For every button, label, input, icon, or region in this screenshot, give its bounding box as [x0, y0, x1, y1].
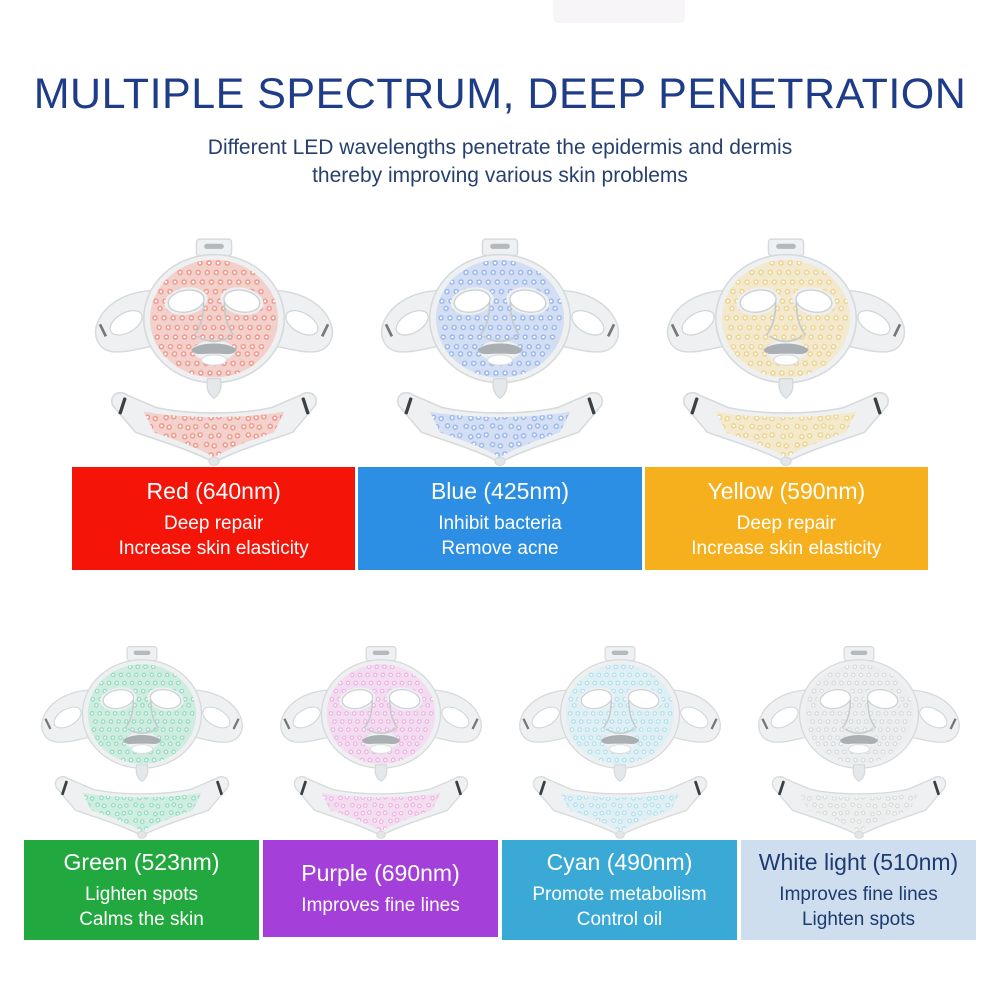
- panel-green: Green (523nm) Lighten spots Calms the sk…: [24, 642, 259, 940]
- spectrum-benefit: Remove acne: [441, 537, 559, 559]
- panel-red: Red (640nm) Deep repair Increase skin el…: [72, 234, 356, 570]
- mask-area: [263, 642, 498, 840]
- mask-area: [24, 642, 259, 840]
- panel-cyan: Cyan (490nm) Promote metabolism Control …: [502, 642, 737, 940]
- spectrum-name: Green (523nm): [63, 849, 220, 875]
- led-mask-graphic: [757, 646, 960, 839]
- led-mask-graphic: [380, 237, 619, 466]
- spectrum-benefit: Lighten spots: [84, 884, 199, 905]
- led-mask-yellow: [662, 236, 910, 467]
- spectrum-benefit: Deep repair: [164, 512, 264, 534]
- panel-yellow: Yellow (590nm) Deep repair Increase skin…: [644, 234, 928, 570]
- mask-area: [358, 234, 641, 467]
- spectrum-name: White light (510nm): [758, 849, 959, 875]
- spectrum-benefit: Calms the skin: [79, 909, 204, 930]
- page-subtitle: Different LED wavelengths penetrate the …: [0, 134, 1000, 190]
- spectrum-benefit: Promote metabolism: [532, 884, 707, 905]
- spectrum-label-red: Red (640nm) Deep repair Increase skin el…: [72, 467, 356, 570]
- spectrum-benefit: Lighten spots: [801, 909, 916, 930]
- spectrum-benefit: Deep repair: [736, 512, 836, 534]
- spectrum-benefit: Increase skin elasticity: [118, 537, 309, 559]
- header: MULTIPLE SPECTRUM, DEEP PENETRATION Diff…: [0, 0, 1000, 190]
- led-mask-graphic: [94, 237, 333, 466]
- spectrum-benefit: Control oil: [576, 909, 663, 930]
- page-title: MULTIPLE SPECTRUM, DEEP PENETRATION: [33, 70, 967, 118]
- spectrum-label-green: Green (523nm) Lighten spots Calms the sk…: [24, 840, 259, 940]
- mask-area: [72, 234, 355, 467]
- led-mask-red: [90, 236, 338, 467]
- spectrum-label-cyan: Cyan (490nm) Promote metabolism Control …: [502, 840, 737, 940]
- led-mask-graphic: [279, 646, 482, 839]
- spectrum-name: Blue (425nm): [430, 477, 570, 504]
- panel-blue: Blue (425nm) Inhibit bacteria Remove acn…: [358, 234, 642, 570]
- spectrum-row-top: Red (640nm) Deep repair Increase skin el…: [72, 234, 928, 570]
- spectrum-benefit: Improves fine lines: [779, 884, 938, 905]
- spectrum-name: Cyan (490nm): [546, 849, 693, 875]
- led-mask-graphic: [40, 646, 243, 839]
- spectrum-benefit: Inhibit bacteria: [438, 512, 562, 534]
- spectrum-name: Yellow (590nm): [707, 477, 866, 504]
- panel-purple: Purple (690nm) Improves fine lines: [263, 642, 498, 940]
- mask-area: [741, 642, 976, 840]
- spectrum-benefit: Improves fine lines: [301, 895, 460, 916]
- subtitle-line-1: Different LED wavelengths penetrate the …: [207, 136, 793, 159]
- led-mask-graphic: [518, 646, 721, 839]
- panel-white-light: White light (510nm) Improves fine lines …: [741, 642, 976, 940]
- subtitle-line-2: thereby improving various skin problems: [312, 164, 688, 187]
- spectrum-label-purple: Purple (690nm) Improves fine lines: [263, 840, 498, 937]
- spectrum-label-white-light: White light (510nm) Improves fine lines …: [741, 840, 976, 940]
- spectrum-label-yellow: Yellow (590nm) Deep repair Increase skin…: [644, 467, 928, 570]
- led-mask-graphic: [667, 237, 906, 466]
- spectrum-name: Purple (690nm): [301, 860, 460, 886]
- spectrum-label-blue: Blue (425nm) Inhibit bacteria Remove acn…: [358, 467, 642, 570]
- led-mask-blue: [376, 236, 624, 467]
- spectrum-row-bottom: Green (523nm) Lighten spots Calms the sk…: [24, 642, 976, 940]
- led-mask-cyan: [515, 644, 725, 840]
- mask-area: [502, 642, 737, 840]
- led-mask-purple: [276, 644, 486, 840]
- spectrum-benefit: Increase skin elasticity: [691, 537, 882, 559]
- led-mask-green: [37, 644, 247, 840]
- mask-area: [645, 234, 928, 467]
- led-mask-white: [754, 644, 964, 840]
- cropped-top-artifact: [553, 0, 685, 23]
- spectrum-name: Red (640nm): [146, 477, 281, 504]
